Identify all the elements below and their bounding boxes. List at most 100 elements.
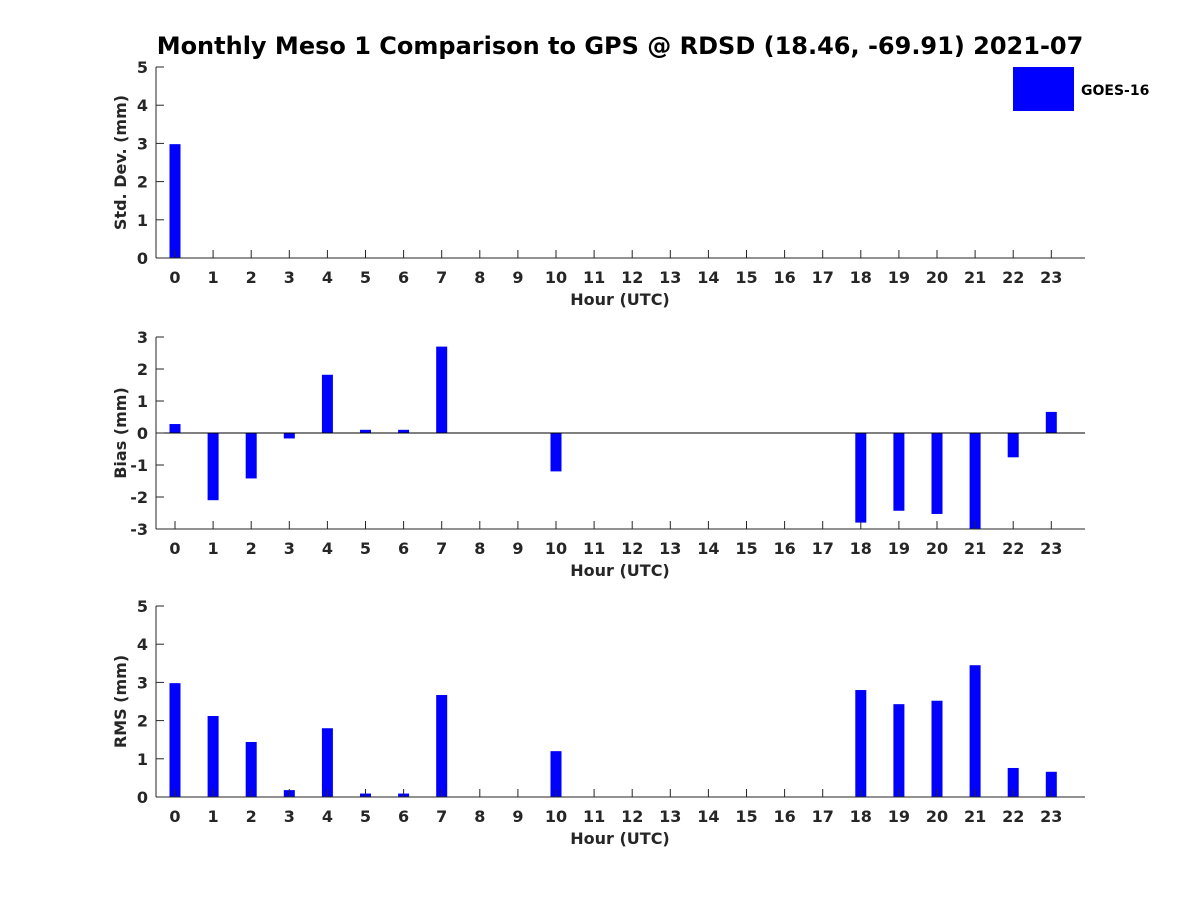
bar-hour-2 xyxy=(245,433,257,479)
legend-swatch xyxy=(1013,67,1074,111)
bar-hour-20 xyxy=(931,433,943,514)
x-tick-label: 0 xyxy=(169,539,180,558)
x-tick-label: 8 xyxy=(474,268,485,287)
bar-hour-18 xyxy=(855,433,867,523)
bar-hour-18 xyxy=(855,690,867,797)
bar-hour-5 xyxy=(360,429,371,433)
x-tick-label: 21 xyxy=(964,807,986,826)
x-tick-label: 3 xyxy=(284,539,295,558)
x-tick-label: 5 xyxy=(360,807,371,826)
y-tick-label: 2 xyxy=(137,360,148,379)
bar-hour-21 xyxy=(969,433,981,529)
x-tick-label: 4 xyxy=(322,268,333,287)
bar-hour-7 xyxy=(436,346,448,433)
y-axis-label: RMS (mm) xyxy=(111,655,130,748)
chart-title: Monthly Meso 1 Comparison to GPS @ RDSD … xyxy=(157,32,1084,60)
bar-hour-23 xyxy=(1045,771,1057,797)
bar-hour-10 xyxy=(550,751,562,797)
x-tick-label: 6 xyxy=(398,539,409,558)
x-tick-label: 11 xyxy=(583,539,605,558)
y-tick-label: 1 xyxy=(137,211,148,230)
x-tick-label: 2 xyxy=(246,539,257,558)
x-tick-label: 22 xyxy=(1002,807,1024,826)
x-tick-label: 17 xyxy=(812,807,834,826)
y-tick-label: 2 xyxy=(137,173,148,192)
bar-hour-19 xyxy=(893,433,905,511)
bar-hour-22 xyxy=(1007,433,1019,458)
x-tick-label: 7 xyxy=(436,807,447,826)
x-tick-label: 5 xyxy=(360,539,371,558)
x-tick-label: 19 xyxy=(888,807,910,826)
x-axis-label: Hour (UTC) xyxy=(570,290,670,309)
bar-hour-0 xyxy=(169,683,181,797)
x-tick-label: 1 xyxy=(208,807,219,826)
x-axis-label: Hour (UTC) xyxy=(570,829,670,848)
x-tick-label: 1 xyxy=(208,268,219,287)
legend-label: GOES-16 xyxy=(1081,83,1149,99)
bar-hour-0 xyxy=(169,424,181,433)
x-tick-label: 10 xyxy=(545,539,567,558)
x-tick-label: 16 xyxy=(773,539,795,558)
y-tick-label: -2 xyxy=(130,488,148,507)
y-tick-label: -3 xyxy=(130,520,148,539)
x-tick-label: 16 xyxy=(773,807,795,826)
x-tick-label: 21 xyxy=(964,268,986,287)
x-tick-label: 11 xyxy=(583,807,605,826)
x-tick-label: 0 xyxy=(169,807,180,826)
x-tick-label: 20 xyxy=(926,539,948,558)
x-tick-label: 11 xyxy=(583,268,605,287)
x-tick-label: 18 xyxy=(850,268,872,287)
bar-hour-4 xyxy=(321,374,333,433)
x-tick-label: 19 xyxy=(888,268,910,287)
x-tick-label: 16 xyxy=(773,268,795,287)
y-tick-label: 1 xyxy=(137,392,148,411)
x-tick-label: 14 xyxy=(697,807,719,826)
x-tick-label: 20 xyxy=(926,807,948,826)
x-tick-label: 6 xyxy=(398,807,409,826)
x-tick-label: 7 xyxy=(436,539,447,558)
x-tick-label: 14 xyxy=(697,268,719,287)
bar-hour-23 xyxy=(1045,411,1057,433)
bar-hour-2 xyxy=(245,741,257,797)
x-tick-label: 12 xyxy=(621,807,643,826)
y-tick-label: 2 xyxy=(137,712,148,731)
x-tick-label: 15 xyxy=(735,268,757,287)
x-tick-label: 6 xyxy=(398,268,409,287)
x-tick-label: 22 xyxy=(1002,539,1024,558)
x-tick-label: 10 xyxy=(545,807,567,826)
x-tick-label: 13 xyxy=(659,539,681,558)
x-tick-label: 1 xyxy=(208,539,219,558)
y-axis-label: Bias (mm) xyxy=(111,387,130,479)
x-tick-label: 14 xyxy=(697,539,719,558)
bar-hour-1 xyxy=(207,716,219,797)
x-axis-label: Hour (UTC) xyxy=(570,561,670,580)
x-tick-label: 9 xyxy=(512,539,523,558)
bar-hour-22 xyxy=(1007,767,1019,797)
y-tick-label: 5 xyxy=(137,58,148,77)
bar-hour-20 xyxy=(931,700,943,797)
bar-hour-4 xyxy=(321,728,333,797)
x-tick-label: 9 xyxy=(512,268,523,287)
bar-hour-19 xyxy=(893,704,905,797)
x-tick-label: 4 xyxy=(322,539,333,558)
x-tick-label: 17 xyxy=(812,268,834,287)
x-tick-label: 18 xyxy=(850,539,872,558)
bar-hour-3 xyxy=(283,433,295,439)
y-axis-label: Std. Dev. (mm) xyxy=(111,95,130,230)
x-tick-label: 3 xyxy=(284,268,295,287)
y-tick-label: 5 xyxy=(137,597,148,616)
bar-hour-6 xyxy=(398,429,410,433)
x-tick-label: 15 xyxy=(735,807,757,826)
y-tick-label: 3 xyxy=(137,328,148,347)
x-tick-label: 18 xyxy=(850,807,872,826)
bar-hour-10 xyxy=(550,433,562,472)
x-tick-label: 3 xyxy=(284,807,295,826)
y-tick-label: 0 xyxy=(137,788,148,807)
x-tick-label: 5 xyxy=(360,268,371,287)
x-tick-label: 23 xyxy=(1040,539,1062,558)
y-tick-label: 0 xyxy=(137,424,148,443)
